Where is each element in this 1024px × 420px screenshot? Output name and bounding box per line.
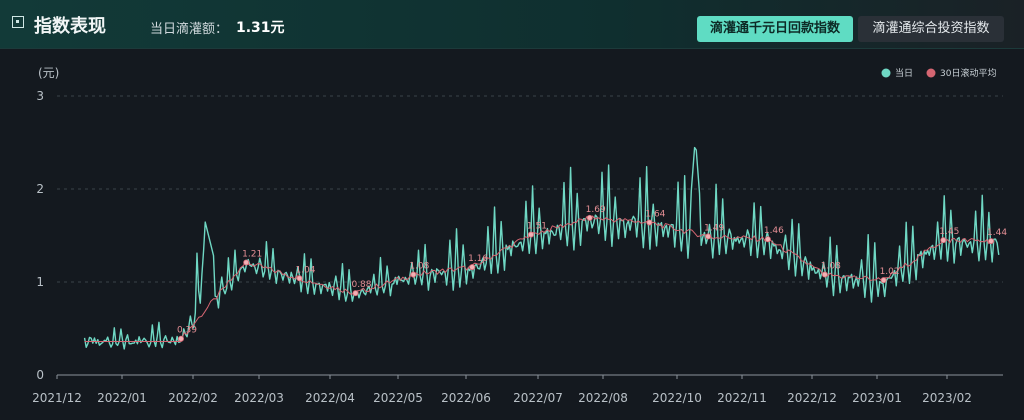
ma-point bbox=[469, 264, 476, 271]
x-tick-label: 2022/02 bbox=[168, 391, 218, 405]
ma-point bbox=[880, 277, 887, 284]
ma-point bbox=[243, 259, 250, 266]
y-tick-label: 0 bbox=[36, 368, 44, 382]
legend-marker-ma30 bbox=[926, 68, 936, 78]
ma-data-label: 1.44 bbox=[987, 228, 1007, 238]
legend-label-daily: 当日 bbox=[895, 67, 913, 79]
legend-label-ma30: 30日滚动平均 bbox=[940, 67, 996, 79]
x-tick-label: 2022/04 bbox=[305, 391, 355, 405]
ma-data-label: 1.46 bbox=[764, 226, 784, 236]
x-tick-label: 2022/03 bbox=[234, 391, 284, 405]
ma-data-label: 1.51 bbox=[527, 222, 547, 232]
y-axis-label: (元) bbox=[38, 66, 59, 80]
x-tick-label: 2022/11 bbox=[717, 391, 767, 405]
ma-point bbox=[586, 214, 593, 221]
ma-data-label: 1.45 bbox=[939, 227, 959, 237]
x-tick-label: 2022/05 bbox=[373, 391, 423, 405]
ma-point bbox=[352, 290, 359, 297]
y-tick-label: 2 bbox=[36, 182, 44, 196]
x-tick-label: 2021/12 bbox=[32, 391, 82, 405]
daily-amount-value: 1.31元 bbox=[236, 20, 285, 36]
ma-point bbox=[940, 237, 947, 244]
ma-point bbox=[296, 275, 303, 282]
ma-data-label: 0.39 bbox=[177, 326, 197, 336]
ma-point bbox=[988, 238, 995, 245]
ma-point bbox=[410, 271, 417, 278]
ma-data-label: 1.02 bbox=[880, 267, 900, 277]
x-tick-label: 2022/12 bbox=[787, 391, 837, 405]
ma-data-label: 1.21 bbox=[242, 249, 262, 259]
ma-data-label: 0.88 bbox=[351, 280, 371, 290]
chart-header: 指数表现 当日滴灌额： 1.31元 滴灌通千元日回款指数 滴灌通综合投资指数 bbox=[0, 0, 1024, 49]
x-tick-label: 2022/07 bbox=[513, 391, 563, 405]
ma-data-label: 1.64 bbox=[645, 209, 665, 219]
y-tick-label: 1 bbox=[36, 275, 44, 289]
tab-composite-investment-index[interactable]: 滴灌通综合投资指数 bbox=[858, 16, 1004, 42]
ma-point bbox=[646, 219, 653, 226]
x-tick-label: 2023/01 bbox=[852, 391, 902, 405]
legend-marker-daily bbox=[881, 68, 891, 78]
ma-data-label: 1.16 bbox=[468, 254, 488, 264]
ma-point bbox=[705, 233, 712, 240]
x-tick-label: 2022/10 bbox=[652, 391, 702, 405]
x-tick-label: 2023/02 bbox=[922, 391, 972, 405]
ma-data-label: 1.08 bbox=[409, 262, 429, 272]
x-tick-label: 2022/08 bbox=[578, 391, 628, 405]
ma-point bbox=[527, 231, 534, 238]
ma-data-label: 1.69 bbox=[586, 205, 606, 215]
y-tick-label: 3 bbox=[36, 89, 44, 103]
x-tick-label: 2022/06 bbox=[441, 391, 491, 405]
ma-data-label: 1.49 bbox=[704, 223, 724, 233]
series-line-daily bbox=[83, 146, 1000, 350]
ma-data-label: 1.04 bbox=[295, 265, 315, 275]
ma-data-label: 1.08 bbox=[821, 262, 841, 272]
x-tick-label: 2022/01 bbox=[97, 391, 147, 405]
daily-amount-label: 当日滴灌额： bbox=[150, 22, 229, 37]
ma-point bbox=[764, 236, 771, 243]
ma-point bbox=[821, 271, 828, 278]
ma-point bbox=[177, 335, 184, 342]
chart-icon bbox=[12, 16, 24, 28]
tab-daily-repayment-index[interactable]: 滴灌通千元日回款指数 bbox=[697, 16, 853, 42]
page-title: 指数表现 bbox=[34, 16, 106, 37]
